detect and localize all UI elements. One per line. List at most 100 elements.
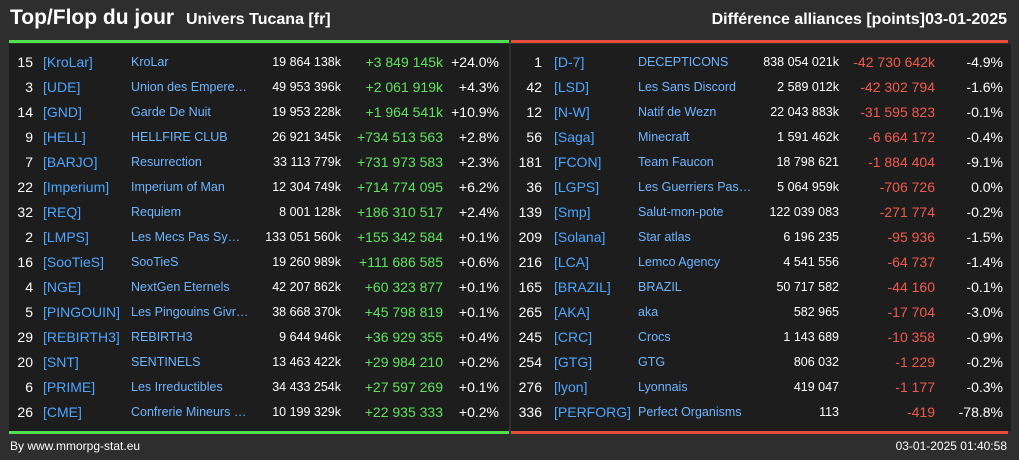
alliance-tag: [KroLar]: [43, 54, 93, 70]
alliance-rank: 15: [17, 54, 33, 70]
points-difference: +27 597 269: [364, 379, 443, 395]
alliance-name: GTG: [638, 355, 666, 369]
alliance-points: 4 541 556: [783, 255, 839, 269]
alliance-tag: [SNT]: [43, 354, 79, 370]
percent-change: +6.2%: [458, 179, 499, 195]
percent-change: +0.1%: [458, 229, 499, 245]
alliance-rank: 3: [25, 79, 33, 95]
table-row: 254 [GTG] GTG 806 032 -1 229 -0.2%: [511, 347, 1011, 372]
points-difference: -42 302 794: [860, 79, 935, 95]
alliance-tag: [Imperium]: [43, 179, 110, 195]
alliance-tag: [BRAZIL]: [554, 279, 611, 295]
table-row: 15 [KroLar] KroLar 19 864 138k +3 849 145k +2…: [9, 47, 509, 72]
alliance-points: 10 199 329k: [272, 405, 341, 419]
alliance-name: Garde De Nuit: [131, 105, 211, 119]
alliance-points: 38 668 370k: [272, 305, 341, 319]
points-difference: +731 973 583: [356, 154, 443, 170]
alliance-name: Lyonnais: [638, 380, 688, 394]
percent-change: +2.3%: [458, 154, 499, 170]
percent-change: -0.3%: [966, 379, 1003, 395]
points-difference: +60 323 877: [364, 279, 443, 295]
alliance-name: Requiem: [131, 205, 182, 219]
alliance-rank: 254: [518, 354, 542, 370]
percent-change: -3.0%: [966, 304, 1003, 320]
alliance-name: Imperium of Man: [131, 180, 225, 194]
table-row: 1 [D-7] DECEPTICONS 838 054 021k -42 730 642…: [511, 47, 1011, 72]
universe-label: Univers Tucana [fr]: [186, 11, 331, 28]
alliance-points: 1 591 462k: [777, 130, 839, 144]
alliance-rank: 165: [518, 279, 542, 295]
table-row: 20 [SNT] SENTINELS 13 463 422k +29 984 210 +0…: [9, 347, 509, 372]
alliance-tag: [REQ]: [43, 204, 82, 220]
table-row: 4 [NGE] NextGen Eternels 42 207 862k +60 323…: [9, 272, 509, 297]
alliance-points: 6 196 235: [783, 230, 839, 244]
alliance-tag: [UDE]: [43, 79, 81, 95]
percent-change: -1.5%: [966, 229, 1003, 245]
alliance-name: Les Irreductibles: [131, 380, 223, 394]
alliance-points: 19 260 989k: [272, 255, 341, 269]
alliance-rank: 276: [518, 379, 542, 395]
percent-change: -0.2%: [966, 354, 1003, 370]
alliance-points: 22 043 883k: [770, 105, 839, 119]
alliance-rank: 20: [17, 354, 33, 370]
alliance-tag: [FCON]: [554, 154, 602, 170]
alliance-points: 8 001 128k: [279, 205, 341, 219]
points-difference: +186 310 517: [356, 204, 443, 220]
alliance-tag: [D-7]: [554, 54, 585, 70]
points-difference: +1 964 541k: [365, 104, 443, 120]
alliance-rank: 26: [17, 404, 33, 420]
points-difference: -95 936: [887, 229, 935, 245]
alliance-name: Crocs: [638, 330, 671, 344]
alliance-rank: 32: [17, 204, 33, 220]
points-difference: +22 935 333: [364, 404, 443, 420]
alliance-name: KroLar: [131, 55, 169, 69]
table-row: 32 [REQ] Requiem 8 001 128k +186 310 517 +2.4…: [9, 197, 509, 222]
alliance-rank: 216: [518, 254, 542, 270]
percent-change: -0.1%: [966, 279, 1003, 295]
top-losers-table: 1 [D-7] DECEPTICONS 838 054 021k -42 730 642…: [511, 44, 1011, 431]
percent-change: +10.9%: [451, 104, 499, 120]
points-difference: -31 595 823: [860, 104, 935, 120]
alliance-rank: 42: [526, 79, 542, 95]
alliance-points: 50 717 582: [776, 280, 839, 294]
table-row: 209 [Solana] Star atlas 6 196 235 -95 936 -1.…: [511, 222, 1011, 247]
alliance-tag: [HELL]: [43, 129, 86, 145]
alliance-tag: [PINGOUIN]: [43, 304, 121, 320]
percent-change: +4.3%: [458, 79, 499, 95]
table-row: 9 [HELL] HELLFIRE CLUB 26 921 345k +734 513 …: [9, 122, 509, 147]
top-gainers-table: 15 [KroLar] KroLar 19 864 138k +3 849 145k +2…: [9, 44, 509, 431]
alliance-rank: 245: [518, 329, 542, 345]
table-row: 56 [Saga] Minecraft 1 591 462k -6 664 172 -0.…: [511, 122, 1011, 147]
alliance-points: 13 463 422k: [272, 355, 341, 369]
alliance-points: 113: [819, 405, 839, 419]
alliance-rank: 265: [518, 304, 542, 320]
percent-change: -0.2%: [966, 204, 1003, 220]
alliance-tag: [LMPS]: [43, 229, 89, 245]
alliance-tag: [AKA]: [554, 304, 590, 320]
alliance-rank: 7: [25, 154, 33, 170]
alliance-rank: 6: [25, 379, 33, 395]
alliance-points: 806 032: [793, 355, 839, 369]
points-difference: +155 342 584: [356, 229, 443, 245]
alliance-rank: 4: [25, 279, 33, 295]
points-difference: -419: [906, 404, 935, 420]
alliance-tag: [GND]: [43, 104, 82, 120]
alliance-points: 34 433 254k: [272, 380, 341, 394]
table-row: 181 [FCON] Team Faucon 18 798 621 -1 884 404…: [511, 147, 1011, 172]
percent-change: +0.1%: [458, 279, 499, 295]
points-difference: -1 177: [895, 379, 935, 395]
alliance-points: 122 039 083: [769, 205, 839, 219]
alliance-name: Les Mecs Pas Sympas: [131, 230, 249, 244]
date-label: 03-01-2025: [925, 11, 1007, 28]
table-row: 3 [UDE] Union des Empereurs 49 953 396k +2 0…: [9, 72, 509, 97]
table-row: 165 [BRAZIL] BRAZIL 50 717 582 -44 160 -0.1%: [511, 272, 1011, 297]
alliance-points: 26 921 345k: [272, 130, 341, 144]
alliance-name: NextGen Eternels: [131, 280, 230, 294]
alliance-name: DECEPTICONS: [638, 55, 729, 69]
generated-timestamp: 03-01-2025 01:40:58: [895, 439, 1007, 453]
alliance-tag: [lyon]: [554, 379, 588, 395]
percent-change: +0.6%: [458, 254, 499, 270]
percent-change: -0.4%: [966, 129, 1003, 145]
table-row: 5 [PINGOUIN] Les Pingouins Givrés 38 668 37…: [9, 297, 509, 322]
alliance-tag: [Solana]: [554, 229, 606, 245]
